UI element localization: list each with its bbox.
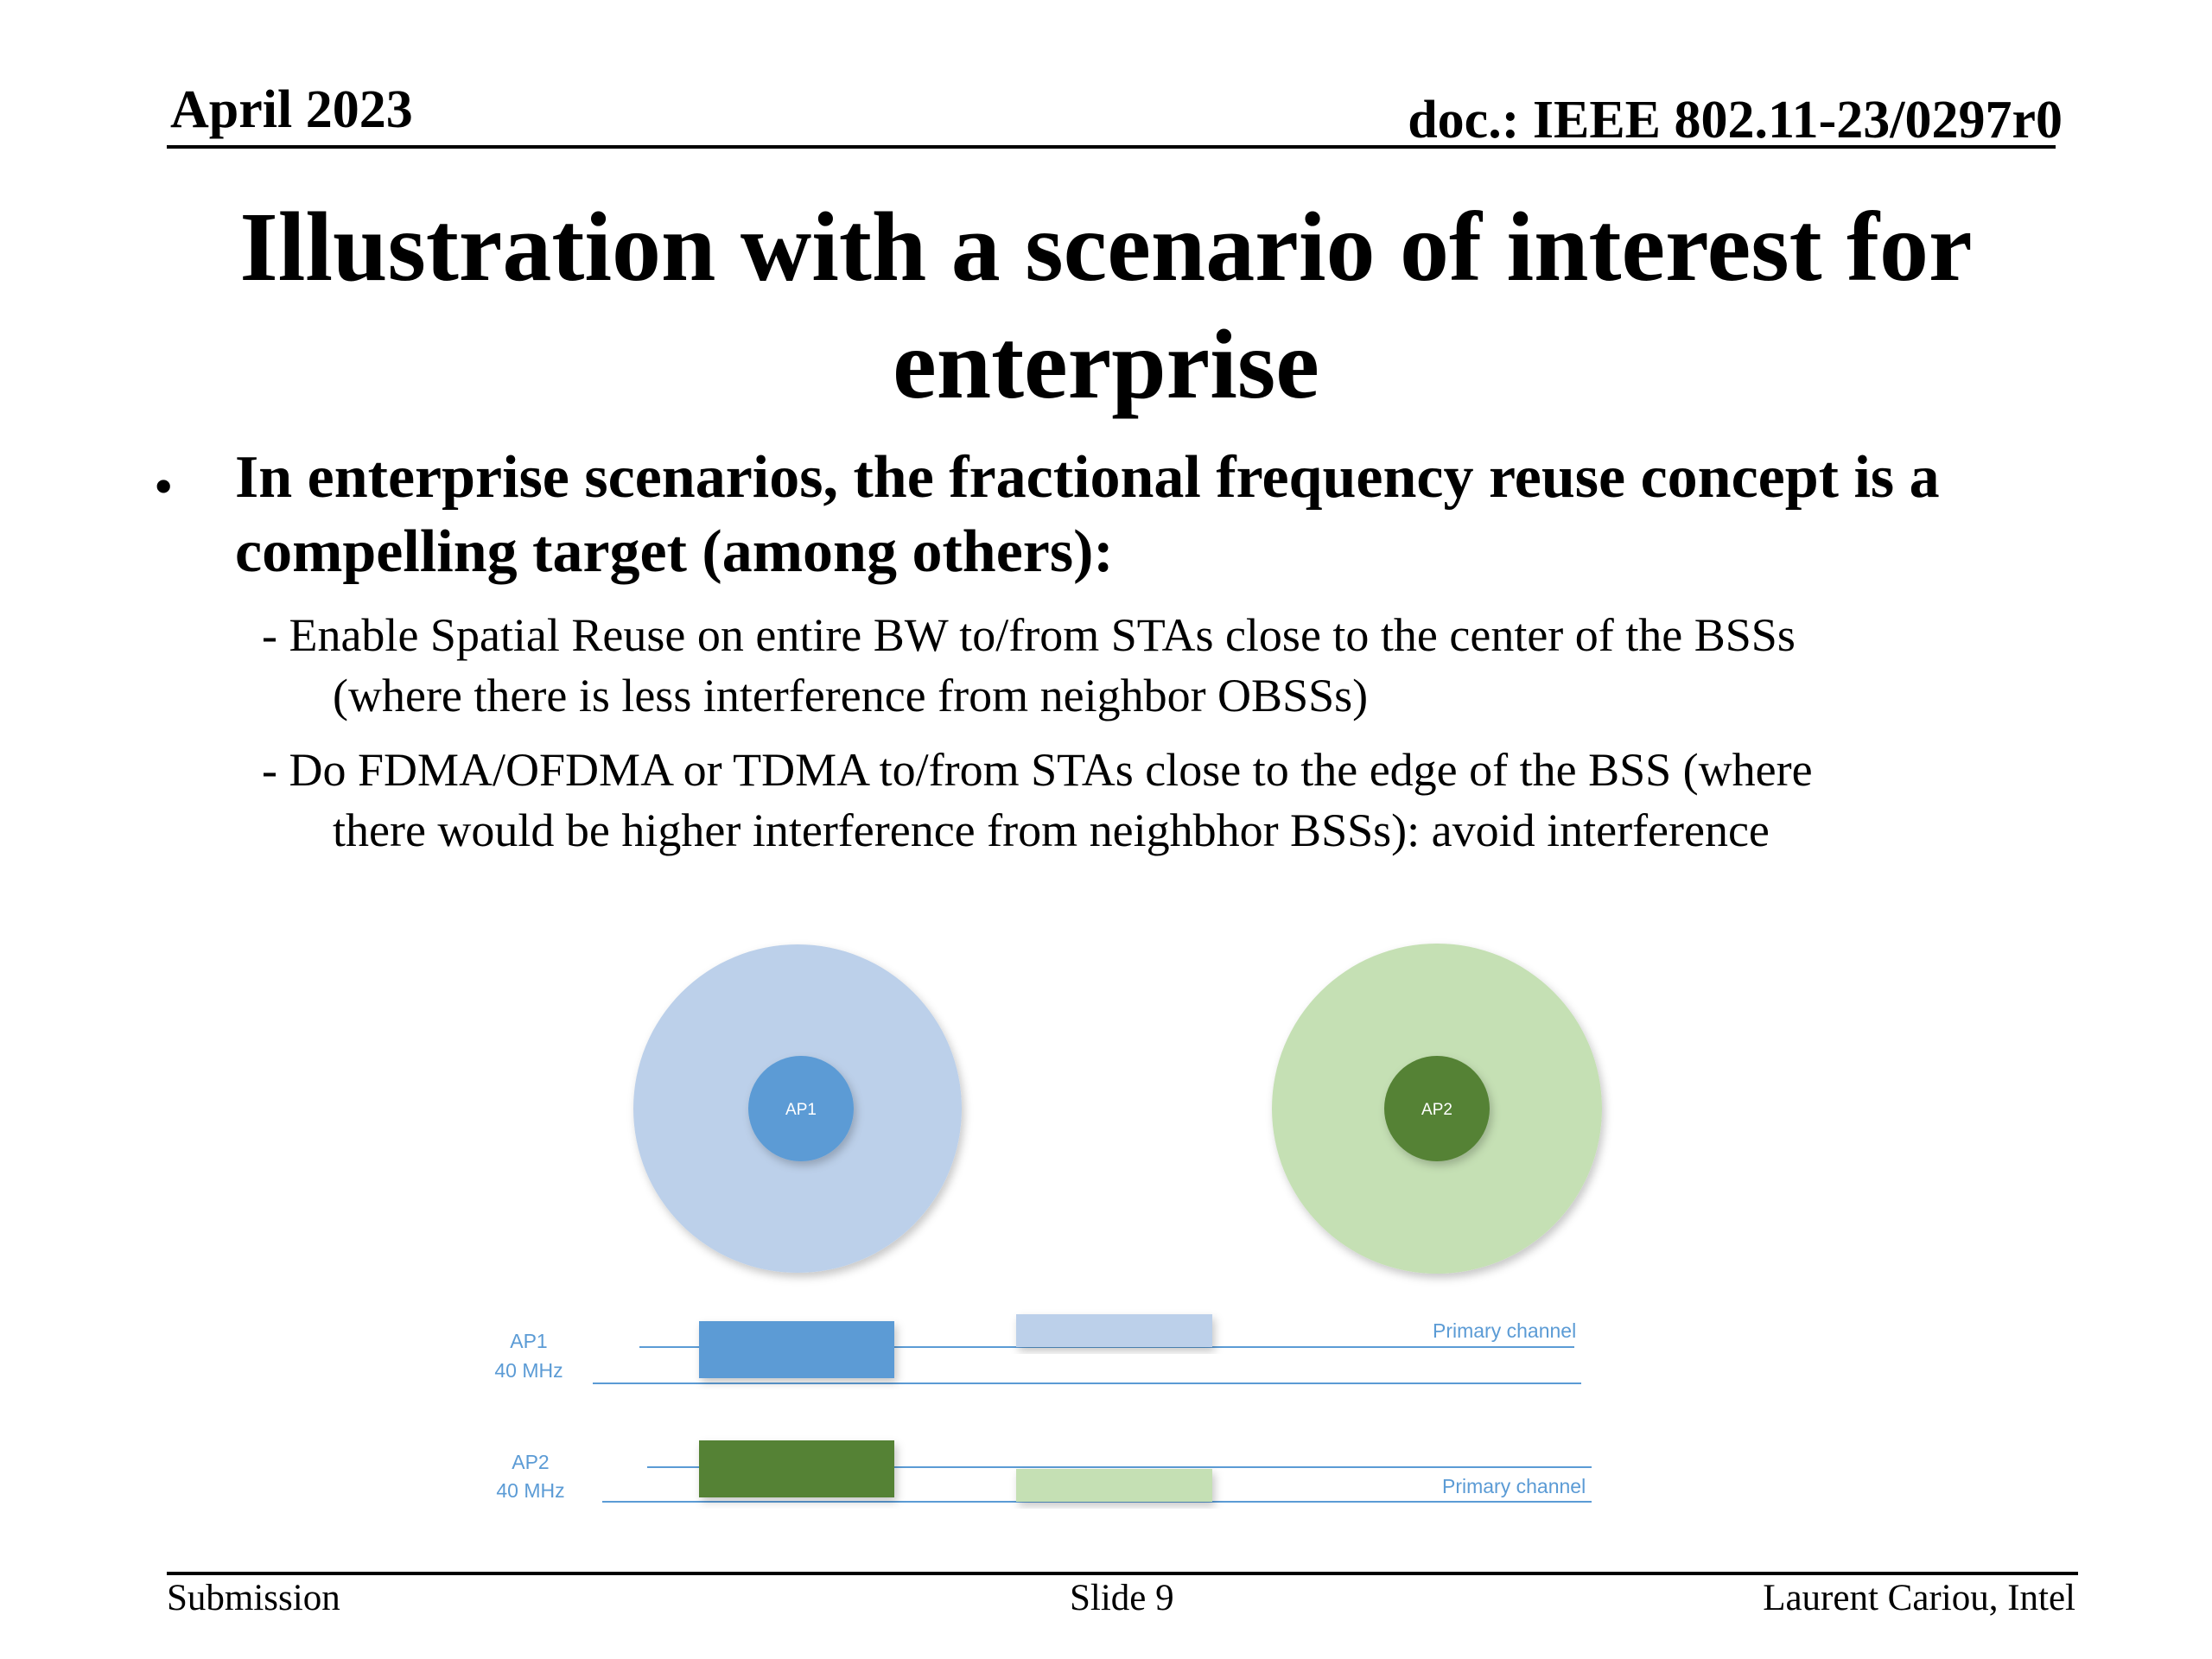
- ap2-channel-block: [699, 1440, 894, 1497]
- header-doc-id: doc.: IEEE 802.11-23/0297r0: [1408, 91, 2063, 149]
- bullet-text: In enterprise scenarios, the fractional …: [235, 441, 2093, 589]
- slide-title-line2: enterprise: [893, 309, 1319, 419]
- ap1-node: [748, 1056, 854, 1161]
- ap1-primary-channel-label: Primary channel: [1433, 1319, 1576, 1342]
- header-rule: [167, 145, 2056, 149]
- ap2-bandwidth-label: 40 MHz: [496, 1479, 564, 1502]
- footer-submission: Submission: [167, 1578, 340, 1618]
- subitem-2-line1: - Do FDMA/OFDMA or TDMA to/from STAs clo…: [262, 744, 1813, 796]
- ap2-node: [1384, 1056, 1490, 1161]
- slide-title-line1: Illustration with a scenario of interest…: [239, 192, 1973, 302]
- bullet-line2: compelling target (among others):: [235, 518, 1114, 585]
- ap1-bandwidth-label: 40 MHz: [494, 1359, 563, 1382]
- subitem-1-line2: (where there is less interference from n…: [333, 670, 1369, 721]
- header-date: April 2023: [170, 80, 413, 139]
- ap1-node-label: AP1: [785, 1101, 817, 1119]
- ap2-light-channel-block: [1016, 1469, 1212, 1502]
- ap1-channel-block: [699, 1321, 894, 1378]
- ap2-channel-label: AP2: [512, 1451, 549, 1473]
- footer-slide-number: Slide 9: [1070, 1578, 1174, 1618]
- footer-author: Laurent Cariou, Intel: [1763, 1578, 2075, 1618]
- bullet-marker: •: [154, 455, 174, 517]
- ap1-light-channel-block: [1016, 1314, 1212, 1347]
- ap2-node-label: AP2: [1421, 1101, 1452, 1119]
- footer-rule: [167, 1572, 2078, 1575]
- ap1-channel-label: AP1: [510, 1330, 547, 1352]
- subitem-1-line1: - Enable Spatial Reuse on entire BW to/f…: [262, 609, 1796, 661]
- subitem-2-line2: there would be higher interference from …: [333, 804, 1770, 856]
- ap2-primary-channel-label: Primary channel: [1442, 1475, 1586, 1497]
- slide-title: Illustration with a scenario of interest…: [156, 188, 2056, 423]
- bullet-line1: In enterprise scenarios, the fractional …: [235, 444, 1940, 511]
